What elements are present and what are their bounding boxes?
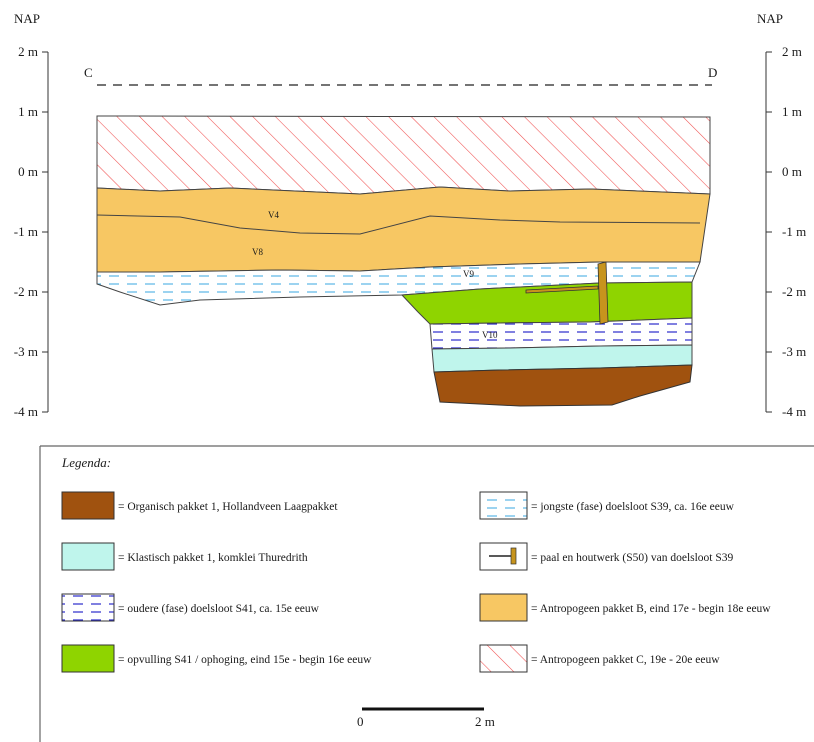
left-tick-label-minus-1m: -1 m bbox=[14, 224, 38, 239]
legend-text-organisch: = Organisch pakket 1, Hollandveen Laagpa… bbox=[118, 501, 338, 513]
legend-item-antropogeen-c: = Antropogeen pakket C, 19e - 20e eeuw bbox=[479, 644, 720, 673]
profile-layers: V4 V8 V9 V10 bbox=[96, 115, 711, 407]
left-axis: NAP 2 m 1 m 0 m -1 m -2 m -3 m -4 m bbox=[14, 11, 49, 419]
layer-label-v10: V10 bbox=[482, 330, 498, 340]
right-tick-label-minus-3m: -3 m bbox=[782, 344, 806, 359]
legend-item-opvulling: = opvulling S41 / ophoging, eind 15e - b… bbox=[61, 644, 372, 673]
layer-label-v9: V9 bbox=[463, 269, 474, 279]
right-axis-title: NAP bbox=[757, 11, 783, 26]
legend-swatch-oudere-doelsloot bbox=[61, 593, 115, 622]
legend-item-oudere-doelsloot: = oudere (fase) doelsloot S41, ca. 15e e… bbox=[61, 593, 320, 622]
section-end-label: D bbox=[708, 65, 717, 80]
legend-swatch-jongste-doelsloot bbox=[479, 491, 528, 520]
right-tick-label-2m: 2 m bbox=[782, 44, 802, 59]
layer-boundary-v4-v8 bbox=[96, 214, 701, 235]
left-tick-label-minus-2m: -2 m bbox=[14, 284, 38, 299]
legend-text-klastisch: = Klastisch pakket 1, komklei Thuredrith bbox=[118, 552, 308, 564]
legend-swatch-organisch bbox=[61, 491, 115, 520]
left-axis-ticks: 2 m 1 m 0 m -1 m -2 m -3 m -4 m bbox=[14, 44, 48, 419]
legend-text-oudere-doelsloot: = oudere (fase) doelsloot S41, ca. 15e e… bbox=[118, 603, 320, 615]
post-and-woodwork-s50 bbox=[525, 261, 609, 325]
legend-text-opvulling: = opvulling S41 / ophoging, eind 15e - b… bbox=[118, 654, 372, 666]
left-tick-label-1m: 1 m bbox=[18, 104, 38, 119]
legend-item-klastisch: = Klastisch pakket 1, komklei Thuredrith bbox=[61, 542, 308, 571]
right-tick-label-minus-1m: -1 m bbox=[782, 224, 806, 239]
left-tick-label-0m: 0 m bbox=[18, 164, 38, 179]
legend-item-antropogeen-b: = Antropogeen pakket B, eind 17e - begin… bbox=[479, 593, 771, 622]
right-axis-ticks: 2 m 1 m 0 m -1 m -2 m -3 m -4 m bbox=[766, 44, 806, 419]
legend-text-antropogeen-b: = Antropogeen pakket B, eind 17e - begin… bbox=[531, 603, 771, 615]
legend-item-organisch: = Organisch pakket 1, Hollandveen Laagpa… bbox=[61, 491, 338, 520]
legend-swatch-klastisch bbox=[61, 542, 115, 571]
legend-text-paal-houtwerk: = paal en houtwerk (S50) van doelsloot S… bbox=[531, 552, 734, 564]
right-tick-label-minus-4m: -4 m bbox=[782, 404, 806, 419]
legend-item-paal-houtwerk: = paal en houtwerk (S50) van doelsloot S… bbox=[479, 542, 734, 571]
left-tick-label-2m: 2 m bbox=[18, 44, 38, 59]
legend-swatch-antropogeen-b bbox=[479, 593, 528, 622]
scale-bar-end: 2 m bbox=[475, 714, 495, 729]
scale-bar-start: 0 bbox=[357, 714, 364, 729]
left-tick-label-minus-3m: -3 m bbox=[14, 344, 38, 359]
left-tick-label-minus-4m: -4 m bbox=[14, 404, 38, 419]
layer-label-v8: V8 bbox=[252, 247, 263, 257]
right-tick-label-0m: 0 m bbox=[782, 164, 802, 179]
legend-title: Legenda: bbox=[61, 455, 111, 470]
right-tick-label-1m: 1 m bbox=[782, 104, 802, 119]
legend-item-jongste-doelsloot: = jongste (fase) doelsloot S39, ca. 16e … bbox=[479, 491, 735, 520]
right-tick-label-minus-2m: -2 m bbox=[782, 284, 806, 299]
legend-text-antropogeen-c: = Antropogeen pakket C, 19e - 20e eeuw bbox=[531, 654, 720, 666]
layer-antropogeen-c bbox=[96, 115, 711, 195]
post-symbol-icon bbox=[489, 547, 517, 565]
legend-swatch-antropogeen-c bbox=[479, 644, 528, 673]
left-axis-title: NAP bbox=[14, 11, 40, 26]
scale-bar: 0 2 m bbox=[357, 707, 495, 729]
layer-label-v4: V4 bbox=[268, 210, 279, 220]
right-axis: NAP 2 m 1 m 0 m -1 m -2 m -3 m -4 m bbox=[757, 11, 806, 419]
legend-text-jongste-doelsloot: = jongste (fase) doelsloot S39, ca. 16e … bbox=[531, 501, 735, 513]
section-line: C D bbox=[84, 65, 717, 86]
legend: Legenda: = Organisch pakket 1, Hollandve… bbox=[39, 445, 814, 742]
section-start-label: C bbox=[84, 65, 93, 80]
legend-swatch-opvulling bbox=[61, 644, 115, 673]
layer-organisch-pakket bbox=[433, 364, 693, 407]
layer-antropogeen-b bbox=[96, 186, 711, 273]
